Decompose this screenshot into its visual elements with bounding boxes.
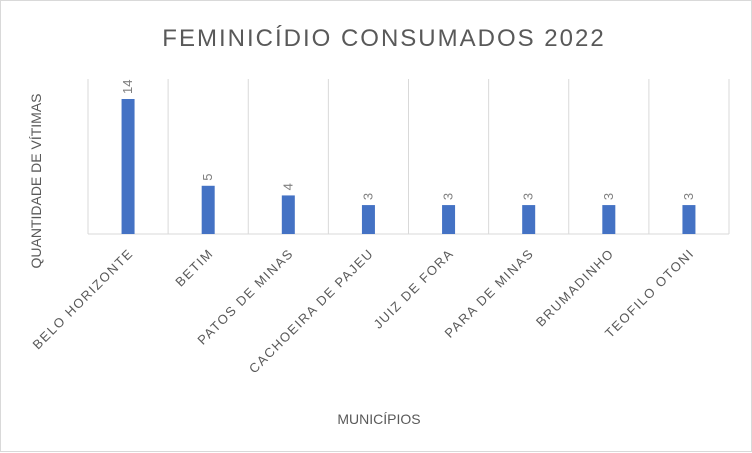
grid-layer xyxy=(87,79,730,235)
tick-label: JUIZ DE FORA xyxy=(371,246,457,332)
data-label: 3 xyxy=(360,193,375,200)
data-label: 4 xyxy=(280,183,295,190)
tick-label: TEOFILO OTONI xyxy=(602,246,697,341)
chart-title: FEMINICÍDIO CONSUMADOS 2022 xyxy=(162,25,605,52)
data-label: 14 xyxy=(120,80,135,94)
tick-label: BETIM xyxy=(172,246,216,290)
bar xyxy=(121,99,135,234)
bar xyxy=(442,205,456,234)
tick-label: BRUMADINHO xyxy=(533,246,617,330)
tick-label: PARA DE MINAS xyxy=(442,246,537,341)
bar xyxy=(682,205,696,234)
data-label: 3 xyxy=(681,193,696,200)
data-label: 3 xyxy=(601,193,616,200)
y-axis-title: QUANTIDADE DE VÍTIMAS xyxy=(28,93,44,268)
data-label-layer: 14 5 4 3 3 3 3 3 xyxy=(120,80,696,201)
bar xyxy=(522,205,536,234)
bar-layer xyxy=(121,99,696,234)
data-label: 5 xyxy=(200,174,215,181)
x-axis-title: MUNICÍPIOS xyxy=(337,411,420,427)
tick-label: BELO HORIZONTE xyxy=(30,246,137,353)
bar xyxy=(281,195,295,234)
data-label: 3 xyxy=(441,193,456,200)
bar xyxy=(201,185,215,234)
bar xyxy=(361,205,375,234)
data-label: 3 xyxy=(521,193,536,200)
bar xyxy=(602,205,616,234)
